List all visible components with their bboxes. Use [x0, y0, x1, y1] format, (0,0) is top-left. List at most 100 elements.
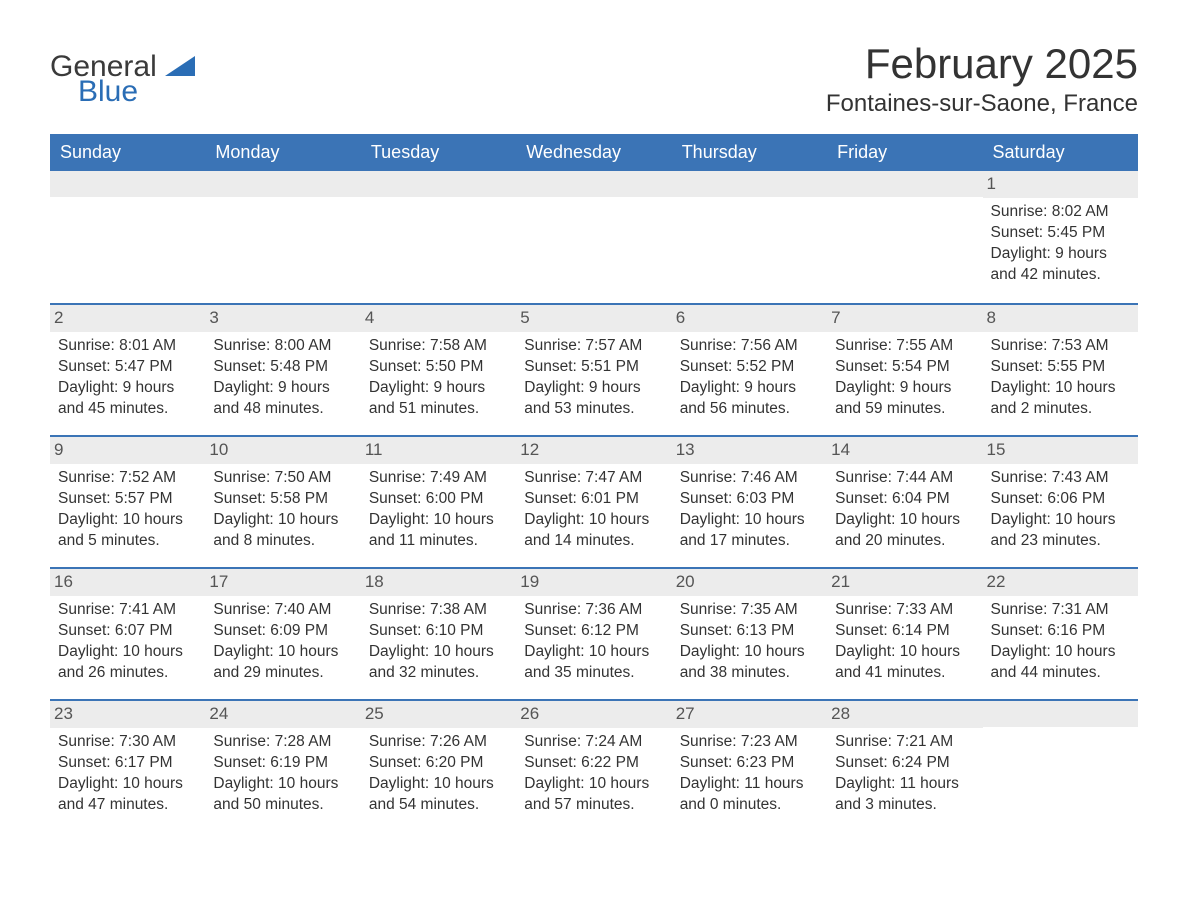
daylight-line: Daylight: 10 hours and 11 minutes.: [369, 510, 510, 552]
day-number: 5: [516, 305, 671, 332]
day-number: 14: [827, 437, 982, 464]
week-row: 23Sunrise: 7:30 AMSunset: 6:17 PMDayligh…: [50, 699, 1138, 831]
sunrise-line: Sunrise: 7:24 AM: [524, 732, 665, 753]
day-number: 12: [516, 437, 671, 464]
day-number: 22: [983, 569, 1138, 596]
page-title: February 2025: [826, 40, 1138, 88]
calendar-cell: [516, 171, 671, 303]
calendar-cell: 23Sunrise: 7:30 AMSunset: 6:17 PMDayligh…: [50, 701, 205, 831]
day-info: Sunrise: 7:36 AMSunset: 6:12 PMDaylight:…: [522, 600, 665, 684]
calendar-cell: 26Sunrise: 7:24 AMSunset: 6:22 PMDayligh…: [516, 701, 671, 831]
sunset-line: Sunset: 5:48 PM: [213, 357, 354, 378]
day-header-monday: Monday: [205, 134, 360, 171]
day-number: 17: [205, 569, 360, 596]
sunrise-line: Sunrise: 7:23 AM: [680, 732, 821, 753]
day-header-thursday: Thursday: [672, 134, 827, 171]
day-info: Sunrise: 8:01 AMSunset: 5:47 PMDaylight:…: [56, 336, 199, 420]
calendar-cell: 19Sunrise: 7:36 AMSunset: 6:12 PMDayligh…: [516, 569, 671, 699]
calendar-cell: [50, 171, 205, 303]
sunrise-line: Sunrise: 7:56 AM: [680, 336, 821, 357]
calendar-cell: 9Sunrise: 7:52 AMSunset: 5:57 PMDaylight…: [50, 437, 205, 567]
sunrise-line: Sunrise: 7:55 AM: [835, 336, 976, 357]
sunset-line: Sunset: 5:47 PM: [58, 357, 199, 378]
day-number: 16: [50, 569, 205, 596]
calendar-cell: 11 Sunrise: 7:49 AMSunset: 6:00 PMDayligh…: [361, 437, 516, 567]
daylight-line: Daylight: 10 hours and 17 minutes.: [680, 510, 821, 552]
daylight-line: Daylight: 10 hours and 26 minutes.: [58, 642, 199, 684]
sunset-line: Sunset: 6:06 PM: [991, 489, 1132, 510]
day-number: [361, 171, 516, 197]
day-number: 26: [516, 701, 671, 728]
day-info: Sunrise: 7:30 AMSunset: 6:17 PMDaylight:…: [56, 732, 199, 816]
sunset-line: Sunset: 5:57 PM: [58, 489, 199, 510]
calendar-cell: 20Sunrise: 7:35 AMSunset: 6:13 PMDayligh…: [672, 569, 827, 699]
daylight-line: Daylight: 9 hours and 59 minutes.: [835, 378, 976, 420]
sunset-line: Sunset: 6:13 PM: [680, 621, 821, 642]
day-info: Sunrise: 7:56 AMSunset: 5:52 PMDaylight:…: [678, 336, 821, 420]
day-number: 20: [672, 569, 827, 596]
day-number: 11: [361, 437, 516, 464]
day-info: Sunrise: 7:53 AMSunset: 5:55 PMDaylight:…: [989, 336, 1132, 420]
day-info: Sunrise: 7:58 AMSunset: 5:50 PMDaylight:…: [367, 336, 510, 420]
calendar-cell: 22Sunrise: 7:31 AMSunset: 6:16 PMDayligh…: [983, 569, 1138, 699]
calendar-cell: 28Sunrise: 7:21 AMSunset: 6:24 PMDayligh…: [827, 701, 982, 831]
sunrise-line: Sunrise: 7:40 AM: [213, 600, 354, 621]
daylight-line: Daylight: 11 hours and 3 minutes.: [835, 774, 976, 816]
day-number: 1: [983, 171, 1138, 198]
calendar-cell: 15Sunrise: 7:43 AMSunset: 6:06 PMDayligh…: [983, 437, 1138, 567]
day-number: 8: [983, 305, 1138, 332]
sunset-line: Sunset: 6:14 PM: [835, 621, 976, 642]
weeks-container: 1Sunrise: 8:02 AMSunset: 5:45 PMDaylight…: [50, 171, 1138, 831]
daylight-line: Daylight: 10 hours and 57 minutes.: [524, 774, 665, 816]
calendar-cell: 17 Sunrise: 7:40 AMSunset: 6:09 PMDayligh…: [205, 569, 360, 699]
day-info: Sunrise: 7:52 AMSunset: 5:57 PMDaylight:…: [56, 468, 199, 552]
day-number: 21: [827, 569, 982, 596]
day-number: 2: [50, 305, 205, 332]
calendar-cell: 5Sunrise: 7:57 AMSunset: 5:51 PMDaylight…: [516, 305, 671, 435]
calendar-cell: 12Sunrise: 7:47 AMSunset: 6:01 PMDayligh…: [516, 437, 671, 567]
sunset-line: Sunset: 5:55 PM: [991, 357, 1132, 378]
day-info: Sunrise: 7:55 AMSunset: 5:54 PMDaylight:…: [833, 336, 976, 420]
day-info: Sunrise: 7:40 AMSunset: 6:09 PMDaylight:…: [211, 600, 354, 684]
daylight-line: Daylight: 10 hours and 20 minutes.: [835, 510, 976, 552]
day-number: 13: [672, 437, 827, 464]
sunset-line: Sunset: 5:45 PM: [991, 223, 1132, 244]
calendar-cell: 27Sunrise: 7:23 AMSunset: 6:23 PMDayligh…: [672, 701, 827, 831]
day-number: 28: [827, 701, 982, 728]
sunrise-line: Sunrise: 7:33 AM: [835, 600, 976, 621]
day-number: 18: [361, 569, 516, 596]
calendar-cell: 13Sunrise: 7:46 AMSunset: 6:03 PMDayligh…: [672, 437, 827, 567]
day-header-saturday: Saturday: [983, 134, 1138, 171]
day-header-wednesday: Wednesday: [516, 134, 671, 171]
day-number: [827, 171, 982, 197]
day-info: Sunrise: 7:49 AMSunset: 6:00 PMDaylight:…: [367, 468, 510, 552]
day-info: Sunrise: 7:28 AMSunset: 6:19 PMDaylight:…: [211, 732, 354, 816]
day-info: Sunrise: 7:43 AMSunset: 6:06 PMDaylight:…: [989, 468, 1132, 552]
daylight-line: Daylight: 10 hours and 14 minutes.: [524, 510, 665, 552]
sunrise-line: Sunrise: 7:35 AM: [680, 600, 821, 621]
daylight-line: Daylight: 10 hours and 23 minutes.: [991, 510, 1132, 552]
daylight-line: Daylight: 10 hours and 35 minutes.: [524, 642, 665, 684]
day-number: [672, 171, 827, 197]
daylight-line: Daylight: 10 hours and 44 minutes.: [991, 642, 1132, 684]
sunrise-line: Sunrise: 7:53 AM: [991, 336, 1132, 357]
brand-triangle-icon: [165, 52, 195, 76]
day-number: 6: [672, 305, 827, 332]
sunrise-line: Sunrise: 7:28 AM: [213, 732, 354, 753]
sunset-line: Sunset: 5:50 PM: [369, 357, 510, 378]
sunrise-line: Sunrise: 8:00 AM: [213, 336, 354, 357]
day-info: Sunrise: 7:38 AMSunset: 6:10 PMDaylight:…: [367, 600, 510, 684]
calendar-cell: 1Sunrise: 8:02 AMSunset: 5:45 PMDaylight…: [983, 171, 1138, 303]
brand-text: General Blue: [50, 52, 195, 106]
calendar-cell: [983, 701, 1138, 831]
week-row: 2 Sunrise: 8:01 AMSunset: 5:47 PMDaylight…: [50, 303, 1138, 435]
calendar-cell: 3Sunrise: 8:00 AMSunset: 5:48 PMDaylight…: [205, 305, 360, 435]
daylight-line: Daylight: 10 hours and 54 minutes.: [369, 774, 510, 816]
brand-word-2: Blue: [78, 78, 195, 107]
daylight-line: Daylight: 9 hours and 51 minutes.: [369, 378, 510, 420]
sunrise-line: Sunrise: 7:21 AM: [835, 732, 976, 753]
daylight-line: Daylight: 9 hours and 42 minutes.: [991, 244, 1132, 286]
daylight-line: Daylight: 10 hours and 2 minutes.: [991, 378, 1132, 420]
daylight-line: Daylight: 9 hours and 56 minutes.: [680, 378, 821, 420]
day-info: Sunrise: 7:23 AMSunset: 6:23 PMDaylight:…: [678, 732, 821, 816]
